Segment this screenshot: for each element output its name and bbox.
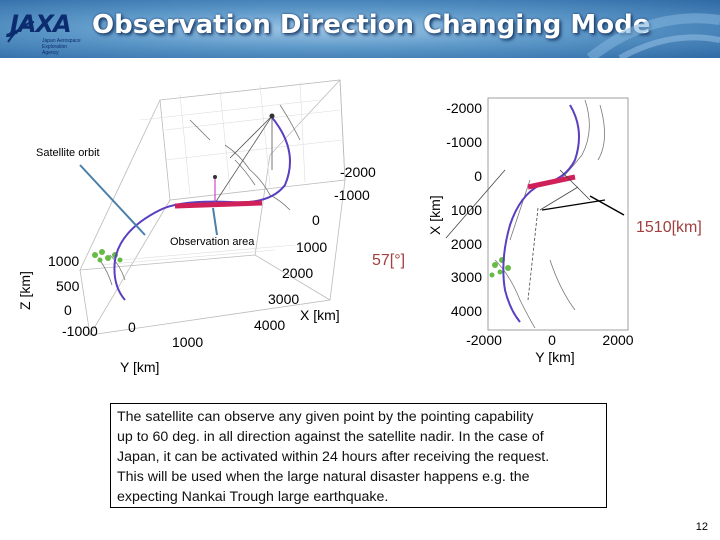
x-tick: 2000	[451, 236, 482, 252]
angle-pointer-line	[445, 169, 506, 239]
angle-label: 57[°]	[372, 252, 405, 269]
left-3d-orbit-plot: Satellite orbit Observation area Z [km] …	[17, 79, 376, 375]
y-axis-label: Y [km]	[535, 349, 574, 365]
x-tick: 1000	[296, 239, 327, 255]
jaxa-logo: JAXA Japan Aerospace Exploration Agency	[7, 8, 82, 56]
description-box: The satellite can observe any given poin…	[110, 403, 607, 508]
z-tick: 0	[64, 302, 72, 318]
satellite-point	[269, 113, 275, 119]
x-axis-label: X [km]	[427, 195, 443, 235]
x-tick: -1000	[334, 187, 370, 203]
distance-arrow	[541, 195, 625, 216]
x-tick: 0	[474, 168, 482, 184]
page-title: Observation Direction Changing Mode	[92, 10, 651, 40]
distance-label: 1510[km]	[636, 219, 702, 236]
description-line: This will be used when the large natural…	[117, 469, 530, 485]
plot-grid	[99, 81, 343, 266]
logo-swoosh-icon	[7, 21, 35, 43]
y-axis-label: Y [km]	[120, 359, 159, 375]
page-number: 12	[695, 521, 708, 533]
callout-pointer-lines	[79, 164, 218, 236]
observation-area-bar	[527, 174, 576, 190]
z-tick: 500	[56, 278, 80, 294]
y-tick: 1000	[172, 334, 203, 350]
x-tick: 1000	[451, 202, 482, 218]
satellite-orbit-line	[502, 104, 580, 323]
x-tick: 4000	[254, 317, 285, 333]
x-tick: 2000	[282, 265, 313, 281]
y-tick: -2000	[466, 332, 502, 348]
coastline-map	[99, 104, 301, 286]
x-tick: -2000	[340, 164, 376, 180]
right-2d-orbit-plot: 57[°] 1510[km] X [km] -2000 -1000 0 1000…	[372, 97, 702, 365]
green-region	[489, 257, 511, 278]
satellite-orbit-line	[113, 114, 291, 301]
map-coastlines	[494, 99, 605, 329]
description-line: expecting Nankai Trough large earthquake…	[117, 489, 389, 505]
y-tick: 0	[128, 319, 136, 335]
z-axis-label: Z [km]	[17, 271, 33, 310]
x-tick: 4000	[451, 303, 482, 319]
logo-subtitle: Japan Aerospace Exploration Agency	[42, 38, 81, 56]
header-decoration	[586, 13, 720, 58]
logo-text: JAXA	[10, 10, 72, 38]
y-tick: 0	[548, 332, 556, 348]
z-tick: 1000	[48, 253, 79, 269]
plot-box-frame	[79, 79, 346, 337]
observation-area-bar	[174, 200, 263, 209]
x-tick: -1000	[446, 134, 482, 150]
x-tick: 3000	[268, 291, 299, 307]
x-tick: -2000	[446, 100, 482, 116]
observation-area-label: Observation area	[170, 236, 255, 248]
description-line: up to 60 deg. in all direction against t…	[117, 429, 544, 445]
satellite-orbit-label: Satellite orbit	[36, 147, 100, 159]
x-tick: 3000	[451, 269, 482, 285]
x-tick: 0	[312, 212, 320, 228]
y-tick: -1000	[62, 323, 98, 339]
y-tick: 2000	[602, 332, 633, 348]
pointing-lines	[527, 169, 591, 301]
x-axis-label: X [km]	[300, 307, 340, 323]
pointing-lines	[214, 115, 273, 204]
description-line: The satellite can observe any given poin…	[117, 409, 534, 425]
nadir-point	[213, 175, 217, 179]
description-line: Japan, it can be activated within 24 hou…	[117, 449, 550, 465]
header-bar: JAXA Japan Aerospace Exploration Agency …	[0, 0, 720, 58]
map-frame	[487, 97, 629, 331]
